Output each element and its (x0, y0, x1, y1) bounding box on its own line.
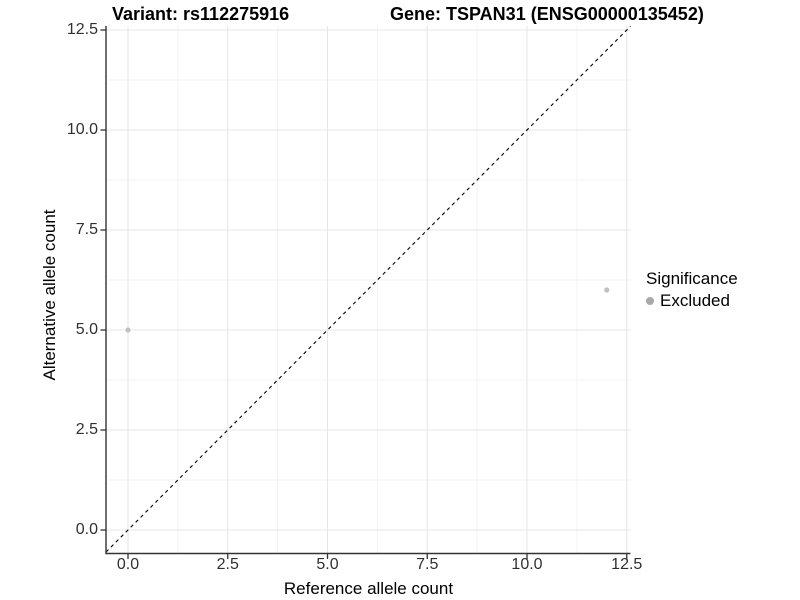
legend: Significance Excluded (646, 268, 738, 311)
x-tick-label: 10.0 (511, 556, 543, 573)
x-tick-label: 7.5 (416, 556, 439, 573)
plot-title-variant: Variant: rs112275916 (112, 4, 290, 24)
y-tick-label: 2.5 (75, 421, 98, 438)
legend-key-point-icon (646, 297, 654, 305)
plot-title-gene: Gene: TSPAN31 (ENSG00000135452) (390, 4, 704, 24)
x-tick-label: 0.0 (116, 556, 140, 573)
y-tick-label: 10.0 (66, 121, 98, 138)
data-point (125, 327, 131, 333)
data-point (604, 287, 610, 293)
x-axis-title: Reference allele count (283, 579, 454, 598)
legend-item-excluded: Excluded (646, 291, 738, 311)
x-tick-label: 5.0 (316, 556, 339, 573)
y-tick-label: 7.5 (75, 221, 98, 238)
x-tick-label: 12.5 (611, 556, 643, 573)
y-tick-label: 5.0 (75, 321, 98, 338)
legend-item-label: Excluded (660, 291, 730, 310)
x-tick-label: 2.5 (216, 556, 239, 573)
y-tick-label: 12.5 (66, 21, 98, 38)
y-tick-label: 0.0 (75, 521, 98, 538)
legend-title: Significance (646, 269, 738, 288)
identity-reference-line (105, 25, 631, 553)
